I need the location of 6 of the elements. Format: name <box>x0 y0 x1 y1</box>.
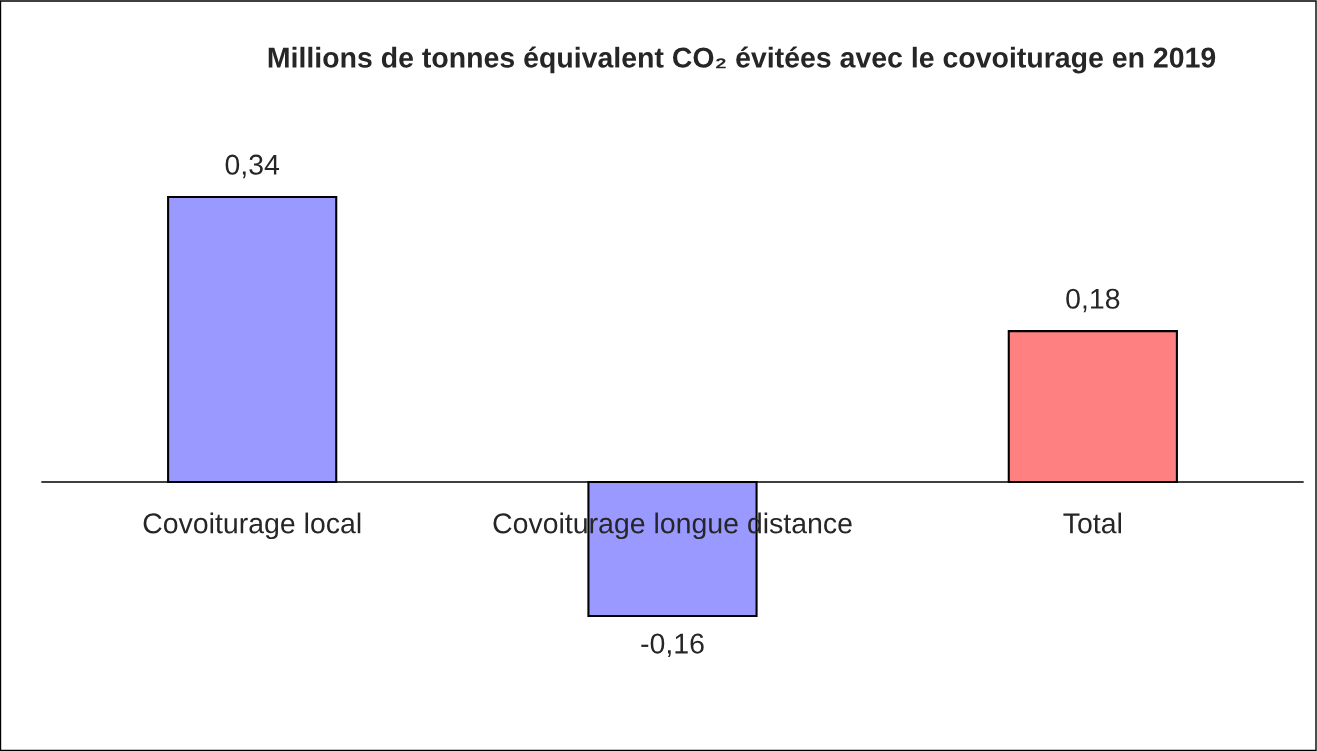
data-label: 0,34 <box>225 154 280 179</box>
chart-title: Millions de tonnes équivalent CO₂ évitées avec le covoiturage en 2019 <box>268 46 1216 74</box>
x-tick-label: Total <box>1063 512 1121 534</box>
data-label: 0,18 <box>1066 288 1120 313</box>
x-tick-label: Covoiturage local <box>143 512 361 540</box>
data-label: -0,16 <box>641 633 704 658</box>
